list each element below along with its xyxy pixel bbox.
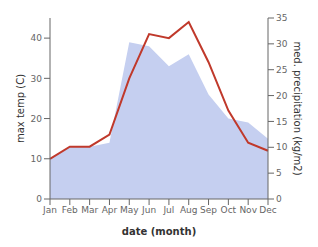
svg-text:30: 30 <box>276 39 288 49</box>
svg-text:25: 25 <box>276 65 287 75</box>
svg-text:10: 10 <box>276 142 288 152</box>
svg-text:Dec: Dec <box>259 205 276 215</box>
svg-text:Jul: Jul <box>162 205 174 215</box>
svg-text:Aug: Aug <box>180 205 198 215</box>
svg-text:Sep: Sep <box>200 205 217 215</box>
svg-text:15: 15 <box>276 117 287 127</box>
svg-text:10: 10 <box>31 154 43 164</box>
svg-text:Oct: Oct <box>221 205 237 215</box>
svg-text:max temp (C): max temp (C) <box>15 74 26 143</box>
svg-text:20: 20 <box>276 91 288 101</box>
svg-text:Jun: Jun <box>141 205 156 215</box>
svg-text:Apr: Apr <box>102 205 118 215</box>
svg-text:date (month): date (month) <box>122 226 196 237</box>
svg-text:Nov: Nov <box>239 205 257 215</box>
svg-text:40: 40 <box>31 33 43 43</box>
svg-text:May: May <box>120 205 139 215</box>
svg-text:med. precipitation (kg/m2): med. precipitation (kg/m2) <box>292 41 303 175</box>
svg-text:20: 20 <box>31 114 43 124</box>
svg-text:Jan: Jan <box>42 205 57 215</box>
svg-text:30: 30 <box>31 74 43 84</box>
svg-text:5: 5 <box>276 168 282 178</box>
svg-text:0: 0 <box>276 194 282 204</box>
svg-text:Feb: Feb <box>62 205 78 215</box>
svg-text:35: 35 <box>276 13 287 23</box>
svg-text:Mar: Mar <box>81 205 98 215</box>
svg-text:0: 0 <box>36 194 42 204</box>
